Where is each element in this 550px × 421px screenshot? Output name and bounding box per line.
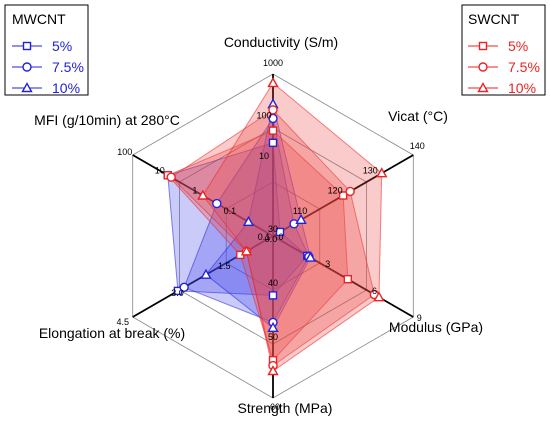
data-point-mwcnt-10-elongation-at-break <box>200 268 212 279</box>
legend-label-mwcnt-5: 5% <box>52 38 72 54</box>
tick-label-strength-mpa-50: 50 <box>268 332 278 342</box>
tick-label-vicat-c-110: 110 <box>293 206 307 216</box>
axis-title-vicat: Vicat (°C) <box>388 108 448 124</box>
tick-label-mfi-g-10min-at-280-c-100: 100 <box>117 147 132 157</box>
data-point-swcnt-5-modulus-gpa <box>343 275 353 284</box>
legend-marker-swcnt-5 <box>478 41 488 51</box>
tick-label-strength-mpa-60: 60 <box>270 402 280 412</box>
tick-label-modulus-gpa-9: 9 <box>417 313 422 323</box>
tick-label-conductivity-s-m-100: 100 <box>256 111 271 121</box>
tick-label-elongation-at-break-1-5: 1.5 <box>218 261 231 271</box>
spoke-modulus-gpa <box>272 235 414 318</box>
legend-label-swcnt-7-5: 7.5% <box>508 59 540 75</box>
data-point-swcnt-5-conductivity-s-m <box>268 126 278 135</box>
tick-label-strength-mpa-40: 40 <box>268 278 278 288</box>
tick-labels: 0.11010010001101201301400369304050600.01… <box>116 58 424 412</box>
legend-label-mwcnt-10: 10% <box>52 80 80 96</box>
data-point-swcnt-10-strength-mpa <box>267 365 279 376</box>
tick-label-conductivity-s-m-1000: 1000 <box>263 58 283 68</box>
data-point-swcnt-10-mfi-g-10min-at-280-c <box>197 189 209 200</box>
series-group <box>163 77 388 376</box>
data-point-mwcnt-5-strength-mpa <box>268 291 278 300</box>
tick-label-elongation-at-break-0-0: 0.0 <box>265 234 278 244</box>
axis-title-strength: Strength (MPa) <box>238 400 333 416</box>
legend-marker-mwcnt-7-5 <box>22 62 32 72</box>
data-point-swcnt-10-vicat-c <box>376 167 388 178</box>
data-point-swcnt-10-elongation-at-break <box>240 245 253 256</box>
legend-marker-swcnt-10 <box>477 82 489 93</box>
legend-label-swcnt-10: 10% <box>508 80 536 96</box>
legend-mwcnt-title: MWCNT <box>12 11 66 27</box>
tick-label-mfi-g-10min-at-280-c-1: 1 <box>192 186 197 196</box>
tick-label-elongation-at-break-4-5: 4.5 <box>116 317 129 327</box>
tick-label-vicat-c-120: 120 <box>328 186 343 196</box>
tick-label-conductivity-s-m-0-1: 0.1 <box>258 232 271 242</box>
tick-label-conductivity-s-m-10: 10 <box>259 151 269 161</box>
legend-label-mwcnt-7-5: 7.5% <box>52 59 84 75</box>
tick-label-elongation-at-break-3-0: 3.0 <box>171 288 184 298</box>
tick-label-modulus-gpa-0: 0 <box>278 232 283 242</box>
data-point-mwcnt-10-strength-mpa <box>267 321 279 332</box>
legend-swcnt: SWCNT 5% 7.5% 10% <box>461 4 546 96</box>
tick-label-vicat-c-130: 130 <box>363 165 378 175</box>
data-point-swcnt-5-vicat-c <box>338 191 348 200</box>
tick-label-modulus-gpa-3: 3 <box>325 259 330 269</box>
data-point-mwcnt-7-5-elongation-at-break <box>179 282 189 292</box>
data-point-swcnt-7-5-conductivity-s-m <box>268 105 278 115</box>
data-point-swcnt-10-modulus-gpa <box>373 291 385 302</box>
tick-label-vicat-c-140: 140 <box>410 141 425 151</box>
data-point-swcnt-7-5-vicat-c <box>345 186 355 197</box>
data-point-mwcnt-10-mfi-g-10min-at-280-c <box>242 215 255 227</box>
axis-title-conductivity: Conductivity (S/m) <box>224 34 338 50</box>
legend-marker-mwcnt-5 <box>22 41 32 51</box>
axis-title-modulus: Modulus (GPa) <box>389 319 483 335</box>
axis-title-elongation: Elongation at break (%) <box>39 325 185 341</box>
legend-mwcnt: MWCNT 5% 7.5% 10% <box>4 4 89 96</box>
data-point-mwcnt-7-5-mfi-g-10min-at-280-c <box>212 198 222 209</box>
tick-label-strength-mpa-30: 30 <box>268 224 278 234</box>
axis-title-mfi: MFI (g/10min) at 280°C <box>34 112 180 128</box>
data-point-swcnt-10-conductivity-s-m <box>267 77 279 88</box>
tick-label-mfi-g-10min-at-280-c-10: 10 <box>155 165 165 175</box>
data-point-mwcnt-10-vicat-c <box>295 213 307 225</box>
tick-label-mfi-g-10min-at-280-c-0-1: 0.1 <box>224 206 237 216</box>
tick-label-modulus-gpa-6: 6 <box>372 286 377 296</box>
legend-label-swcnt-5: 5% <box>508 38 528 54</box>
data-point-mwcnt-5-conductivity-s-m <box>268 138 278 148</box>
data-point-swcnt-7-5-mfi-g-10min-at-280-c <box>166 172 176 182</box>
data-point-mwcnt-5-vicat-c <box>275 227 285 237</box>
data-point-mwcnt-10-modulus-gpa <box>304 251 317 262</box>
legend-marker-swcnt-7-5 <box>478 62 488 72</box>
legend-marker-mwcnt-10 <box>21 82 33 93</box>
legend-swcnt-title: SWCNT <box>468 11 520 27</box>
